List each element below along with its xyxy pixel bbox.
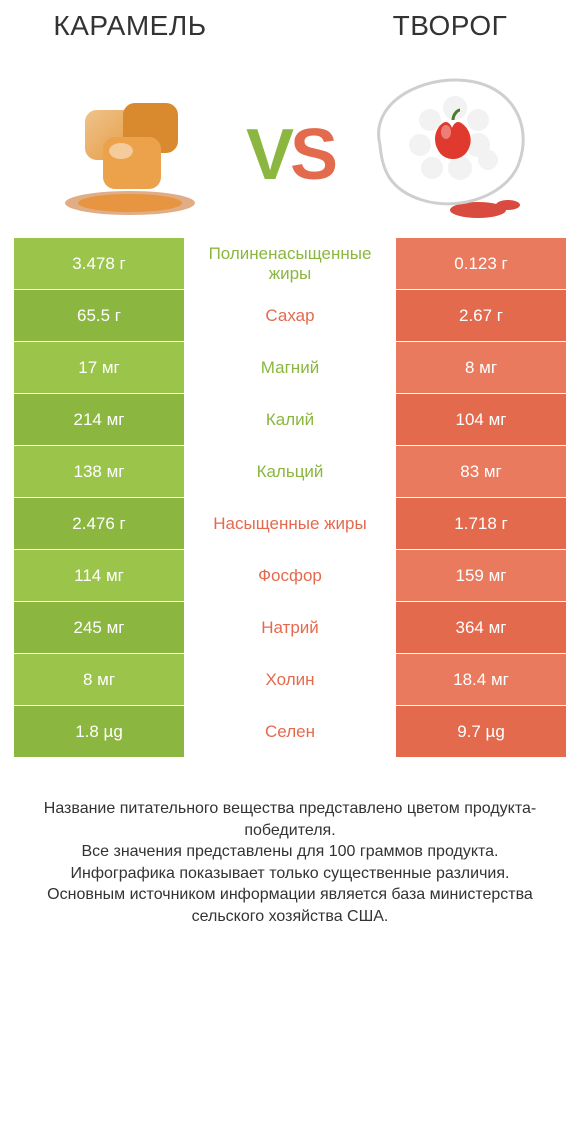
table-row: 8 мгХолин18.4 мг [14, 654, 566, 706]
comparison-table: 3.478 гПолиненасыщенные жиры0.123 г65.5 … [0, 230, 580, 758]
nutrient-label: Сахар [184, 290, 396, 342]
table-row: 3.478 гПолиненасыщенные жиры0.123 г [14, 238, 566, 290]
footer-line: Инфографика показывает только существенн… [30, 863, 550, 885]
left-value: 2.476 г [14, 498, 184, 550]
right-value: 18.4 мг [396, 654, 566, 706]
nutrient-label: Полиненасыщенные жиры [184, 238, 396, 290]
nutrient-label: Кальций [184, 446, 396, 498]
footer-line: Все значения представлены для 100 граммо… [30, 841, 550, 863]
cottage-cheese-image [360, 50, 540, 230]
table-row: 245 мгНатрий364 мг [14, 602, 566, 654]
nutrient-label: Насыщенные жиры [184, 498, 396, 550]
vs-s: S [290, 115, 334, 195]
left-value: 65.5 г [14, 290, 184, 342]
nutrient-label: Фосфор [184, 550, 396, 602]
left-value: 3.478 г [14, 238, 184, 290]
table-row: 65.5 гСахар2.67 г [14, 290, 566, 342]
caramel-image [40, 50, 220, 230]
right-value: 0.123 г [396, 238, 566, 290]
table-row: 114 мгФосфор159 мг [14, 550, 566, 602]
right-value: 8 мг [396, 342, 566, 394]
left-value: 8 мг [14, 654, 184, 706]
left-value: 138 мг [14, 446, 184, 498]
table-row: 17 мгМагний8 мг [14, 342, 566, 394]
header: КАРАМЕЛЬ [0, 0, 580, 230]
footer-line: Основным источником информации является … [30, 884, 550, 927]
right-value: 2.67 г [396, 290, 566, 342]
nutrient-label: Селен [184, 706, 396, 758]
left-value: 214 мг [14, 394, 184, 446]
vs-label: VS [246, 114, 334, 196]
table-row: 214 мгКалий104 мг [14, 394, 566, 446]
right-value: 9.7 µg [396, 706, 566, 758]
right-title: ТВОРОГ [393, 10, 508, 42]
vs-v: V [246, 115, 290, 195]
footer-line: Название питательного вещества представл… [30, 798, 550, 841]
right-value: 364 мг [396, 602, 566, 654]
right-product: ТВОРОГ [350, 10, 550, 230]
nutrient-label: Магний [184, 342, 396, 394]
nutrient-label: Калий [184, 394, 396, 446]
right-value: 159 мг [396, 550, 566, 602]
left-product: КАРАМЕЛЬ [30, 10, 230, 230]
left-value: 17 мг [14, 342, 184, 394]
nutrient-label: Натрий [184, 602, 396, 654]
left-value: 1.8 µg [14, 706, 184, 758]
left-value: 114 мг [14, 550, 184, 602]
table-row: 2.476 гНасыщенные жиры1.718 г [14, 498, 566, 550]
right-value: 83 мг [396, 446, 566, 498]
right-value: 104 мг [396, 394, 566, 446]
left-value: 245 мг [14, 602, 184, 654]
table-row: 138 мгКальций83 мг [14, 446, 566, 498]
footer-note: Название питательного вещества представл… [0, 758, 580, 958]
left-title: КАРАМЕЛЬ [53, 10, 206, 42]
right-value: 1.718 г [396, 498, 566, 550]
nutrient-label: Холин [184, 654, 396, 706]
table-row: 1.8 µgСелен9.7 µg [14, 706, 566, 758]
